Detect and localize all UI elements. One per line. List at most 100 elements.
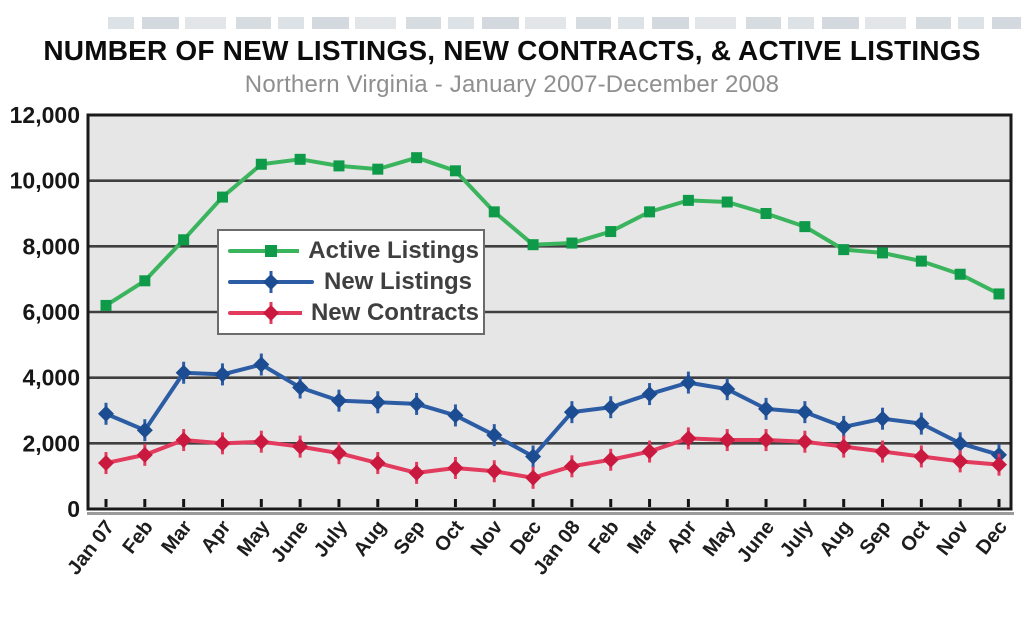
series-marker xyxy=(566,237,578,249)
series-marker xyxy=(641,443,658,460)
series-marker xyxy=(602,399,619,416)
series-marker xyxy=(952,453,969,470)
series-marker xyxy=(991,456,1007,473)
series-marker xyxy=(799,221,811,233)
x-axis-label: Aug xyxy=(815,517,856,561)
series-marker xyxy=(408,395,425,412)
series-marker xyxy=(136,422,153,439)
x-axis-label: Nov xyxy=(933,516,974,560)
series-marker xyxy=(719,381,736,398)
x-axis-label: Dec xyxy=(972,517,1012,559)
legend-item-active-listings: Active Listings xyxy=(227,237,479,265)
x-axis-label: July xyxy=(776,516,819,562)
series-line xyxy=(104,155,1001,308)
series-marker xyxy=(330,392,347,409)
series-marker xyxy=(758,400,775,417)
chart-legend: Active Listings New Listings New Contrac… xyxy=(217,229,485,335)
plot-border xyxy=(86,113,1013,511)
series-marker xyxy=(993,288,1005,300)
series-marker xyxy=(175,364,192,381)
series-marker xyxy=(411,152,423,164)
legend-label-new-contracts: New Contracts xyxy=(310,298,479,326)
cropped-text-strip xyxy=(108,17,1021,29)
chart-title: NUMBER OF NEW LISTINGS, NEW CONTRACTS, &… xyxy=(43,35,981,66)
series-marker xyxy=(369,394,386,411)
x-axis-label: Apr xyxy=(197,516,236,557)
x-axis-label: Oct xyxy=(896,516,934,556)
series-marker xyxy=(527,239,539,251)
legend-swatch-active-listings-icon xyxy=(228,245,300,258)
series-marker xyxy=(139,275,151,287)
x-axis-label: Sep xyxy=(856,517,896,559)
series-marker xyxy=(263,273,279,290)
series-marker xyxy=(796,433,813,450)
y-axis-label: 6,000 xyxy=(22,299,80,325)
series-marker xyxy=(253,433,270,450)
series-marker xyxy=(447,407,464,424)
series-marker xyxy=(265,245,277,258)
series-marker xyxy=(877,247,889,259)
series-marker xyxy=(372,163,384,175)
series-marker xyxy=(719,432,736,449)
series-marker xyxy=(525,469,542,486)
x-axis-label: Sep xyxy=(390,517,430,559)
legend-label-new-listings: New Listings xyxy=(324,267,473,295)
y-axis-label: 12,000 xyxy=(10,102,80,128)
series-marker xyxy=(680,430,697,447)
series-marker xyxy=(602,451,619,468)
series-marker xyxy=(175,432,192,449)
series-active-listings xyxy=(100,152,1005,311)
x-axis-label: Mar xyxy=(623,516,662,558)
series-marker xyxy=(605,226,617,238)
series-marker xyxy=(263,304,279,321)
series-marker xyxy=(447,459,464,476)
series-marker xyxy=(835,418,852,435)
series-marker xyxy=(644,206,656,218)
series-marker xyxy=(98,455,114,472)
series-marker xyxy=(915,255,927,267)
series-marker xyxy=(214,435,231,452)
legend-item-new-contracts: New Contracts xyxy=(227,299,479,327)
series-marker xyxy=(255,158,267,170)
x-axis-label: June xyxy=(267,517,313,567)
series-marker xyxy=(641,386,658,403)
y-axis-label: 10,000 xyxy=(10,168,80,194)
x-axis-label: Feb xyxy=(119,517,158,559)
series-marker xyxy=(682,194,694,206)
series-marker xyxy=(292,438,309,455)
series-marker xyxy=(330,445,347,462)
legend-swatch-new-contracts-icon xyxy=(228,301,302,324)
series-marker xyxy=(408,464,425,481)
series-marker xyxy=(721,196,733,208)
series-marker xyxy=(100,299,112,311)
series-marker xyxy=(758,432,775,449)
series-marker xyxy=(796,404,813,421)
x-axis-label: Jan 07 xyxy=(63,517,119,580)
series-marker xyxy=(874,443,891,460)
chart-subtitle: Northern Virginia - January 2007-Decembe… xyxy=(244,71,780,98)
series-marker xyxy=(488,206,500,218)
series-marker xyxy=(525,448,542,465)
series-marker xyxy=(913,415,930,432)
series-marker xyxy=(294,153,306,165)
series-marker xyxy=(214,366,231,383)
series-marker xyxy=(680,374,697,391)
series-marker xyxy=(835,438,852,455)
y-axis-label: 4,000 xyxy=(22,365,80,391)
series-marker xyxy=(913,448,930,465)
x-axis-label: Oct xyxy=(431,516,469,556)
series-marker xyxy=(563,458,580,475)
series-marker xyxy=(954,268,966,280)
series-marker xyxy=(292,379,309,396)
legend-swatch-new-listings-icon xyxy=(228,270,314,293)
series-marker xyxy=(216,191,228,203)
series-marker xyxy=(333,160,345,172)
series-marker xyxy=(98,405,114,422)
series-new-listings xyxy=(98,353,1007,468)
series-marker xyxy=(838,244,850,256)
series-marker xyxy=(952,435,969,452)
series-marker xyxy=(449,165,461,177)
x-axis-label: July xyxy=(310,516,353,562)
legend-item-new-listings: New Listings xyxy=(227,268,479,296)
